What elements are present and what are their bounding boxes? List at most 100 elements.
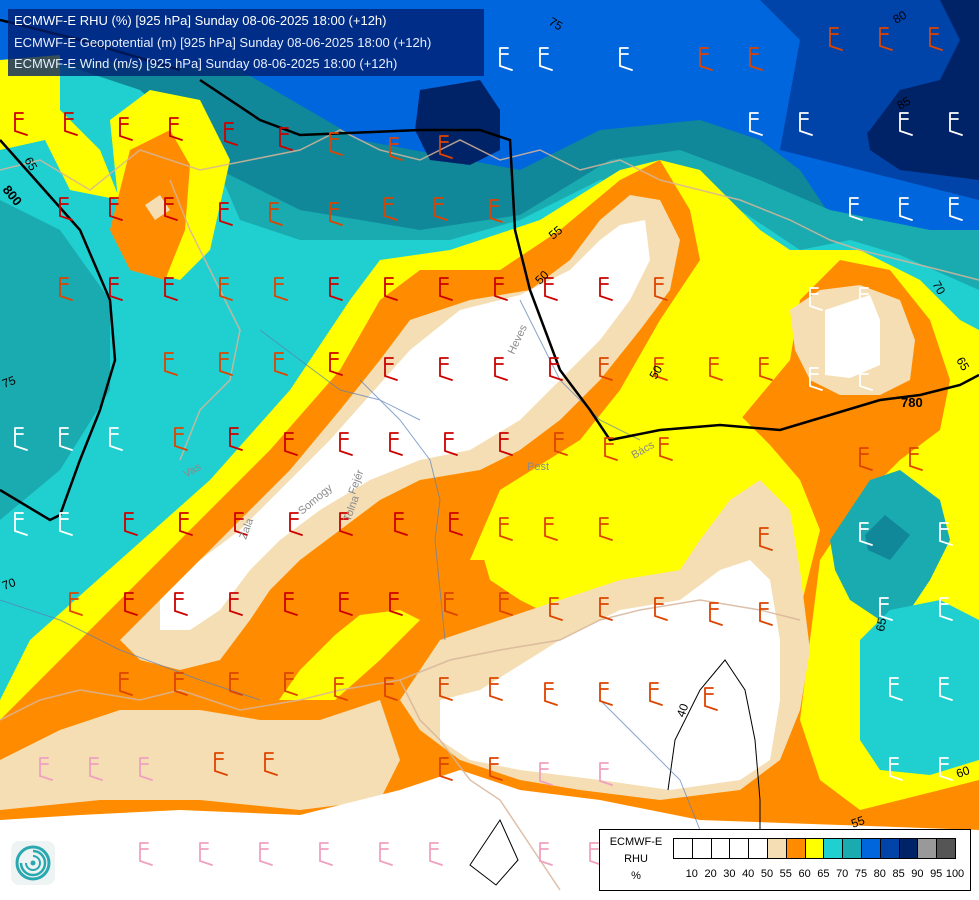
wind-barb [124,512,138,536]
wind-barb [649,682,663,706]
wind-barb [219,352,233,376]
wind-barb [939,522,953,546]
wind-barb [949,112,963,136]
title-line-wind: ECMWF-E Wind (m/s) [925 hPa] Sunday 08-0… [14,56,398,71]
legend-tick-label: 40 [742,868,755,880]
contour-label: 50 [646,363,665,382]
wind-barb [394,512,408,536]
legend-tick-label: 20 [704,868,717,880]
wind-barb [899,197,913,221]
wind-barb [389,432,403,456]
legend-swatch [767,838,787,859]
wind-barb [109,277,123,301]
rhu-contour-40 [469,659,761,886]
wind-barb [174,592,188,616]
contour-labels: 75 80 85 65 70 65 55 50 50 75 70 65 60 5… [0,8,972,831]
wind-barb [549,357,563,381]
wind-barb [164,197,178,221]
wind-barb [499,432,513,456]
wind-barb [389,137,403,161]
wind-barb [549,597,563,621]
wind-barb [749,47,763,71]
wind-barb [654,597,668,621]
wind-barb [174,427,188,451]
legend-swatch [823,838,844,859]
wind-barb [384,197,398,221]
title-box [8,9,484,76]
wind-barb [64,112,78,136]
wind-barb [849,197,863,221]
legend-swatch [917,838,938,859]
wind-barb [139,842,153,866]
wind-barb [284,592,298,616]
wind-barb [119,117,133,141]
wind-barb [439,357,453,381]
wind-barb [284,432,298,456]
wind-barb [214,752,228,776]
legend-swatch [936,838,956,859]
wind-barb [234,512,248,536]
wind-barb [219,277,233,301]
wind-barb [259,842,273,866]
wind-barb [334,677,348,701]
wind-barb [859,287,873,311]
wind-barb [264,752,278,776]
wind-barb [384,357,398,381]
wind-barb [339,512,353,536]
contour-label: 65 [873,617,889,633]
legend-swatch [879,838,900,859]
wind-barb [539,762,553,786]
wind-barb [909,447,923,471]
wind-barb [699,47,713,71]
legend-swatch [785,838,806,859]
contour-line-40-a [667,659,761,830]
wind-barb [939,597,953,621]
wind-barb [59,277,73,301]
wind-barb [169,117,183,141]
legend-tick-label: 10 [685,868,698,880]
legend-swatch [748,838,768,859]
legend-tick-label: 80 [873,868,886,880]
wind-barb [759,357,773,381]
wind-barb [384,677,398,701]
wind-barb [109,427,123,451]
legend-tick-label: 85 [892,868,905,880]
river-line [259,329,421,421]
wind-barb [229,672,243,696]
ecmwf-logo [11,841,55,885]
wind-barb [829,27,843,51]
wind-barb [329,277,343,301]
wind-barb [879,27,893,51]
contour-label: 70 [0,575,18,593]
contour-label: 65 [953,355,972,374]
wind-barb [599,357,613,381]
legend-tick-label: 90 [911,868,924,880]
legend-tick-label: 30 [723,868,736,880]
wind-barb [59,197,73,221]
wind-barbs [14,27,963,866]
legend-tick-label: 95 [930,868,943,880]
wind-barb [539,842,553,866]
wind-barb [109,197,123,221]
wind-barb [389,592,403,616]
wind-barb [444,592,458,616]
legend-swatch [691,838,712,859]
wind-barb [654,277,668,301]
legend-tick-label: 65 [817,868,830,880]
wind-barb [319,842,333,866]
wind-barb [544,682,558,706]
river-line [0,599,261,701]
contour-label: 75 [547,14,566,33]
wind-barb [599,762,613,786]
wind-barb [14,112,28,136]
wind-barb [759,527,773,551]
wind-barb [489,757,503,781]
legend-tick-label: 55 [779,868,792,880]
wind-barb [69,592,83,616]
wind-barb [279,127,293,151]
rhu-fill-70-west [0,200,110,520]
legend-title-unit: % [631,870,641,882]
wind-barb [589,842,603,866]
wind-barb [499,47,513,71]
